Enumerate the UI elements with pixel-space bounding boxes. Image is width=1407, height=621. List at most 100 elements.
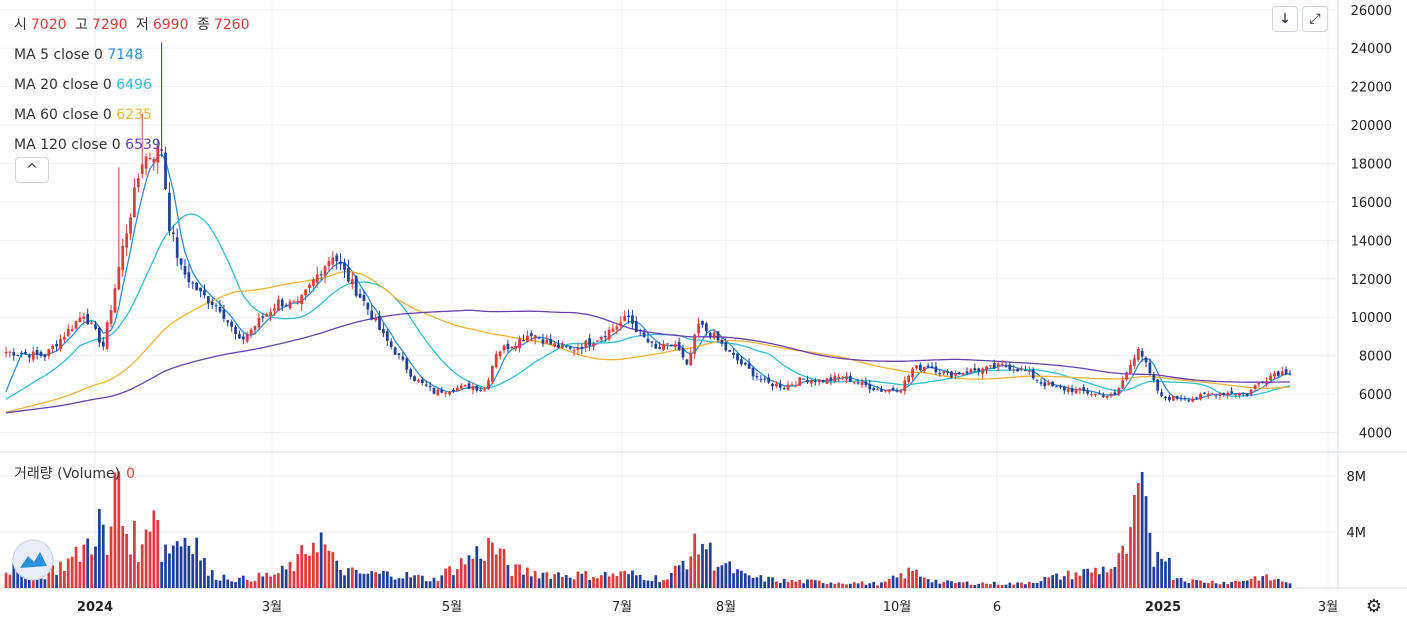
candle-body xyxy=(856,382,860,384)
candle-body xyxy=(743,362,747,365)
candle-body xyxy=(1191,398,1195,402)
candle-body xyxy=(736,353,739,361)
price-tick-label: 4000 xyxy=(1359,427,1392,442)
tradingview-logo-badge xyxy=(12,539,54,581)
volume-bar xyxy=(965,581,969,588)
volume-bar xyxy=(1226,583,1230,588)
volume-bar xyxy=(1269,580,1272,588)
volume-bar xyxy=(837,582,841,588)
volume-bar xyxy=(537,578,541,588)
volume-bar xyxy=(895,577,899,588)
volume-bar xyxy=(1070,579,1074,588)
candle-body xyxy=(312,279,315,286)
candle-body xyxy=(681,348,685,358)
candle-body xyxy=(1199,393,1202,400)
candle-body xyxy=(498,351,502,357)
download-button[interactable]: ↓ xyxy=(1272,6,1298,32)
volume-bar xyxy=(471,558,475,588)
candle-body xyxy=(724,342,728,351)
time-tick-label: 6 xyxy=(993,600,1001,615)
fullscreen-button[interactable]: ⤢ xyxy=(1302,6,1328,32)
volume-bar xyxy=(1113,566,1117,588)
volume-bar xyxy=(1129,527,1132,588)
candle-body xyxy=(977,368,981,372)
ma60-legend[interactable]: MA 60 close 0 6235 xyxy=(14,100,253,130)
candle-body xyxy=(627,315,630,317)
candle-body xyxy=(1012,369,1016,371)
candle-body xyxy=(125,233,128,248)
ma120-legend[interactable]: MA 120 close 0 6539 xyxy=(14,130,253,160)
volume-bar xyxy=(701,543,704,588)
volume-bar xyxy=(989,584,992,588)
volume-bar xyxy=(1191,579,1195,588)
volume-bar xyxy=(1175,578,1179,588)
settings-button[interactable]: ⚙ xyxy=(1362,594,1386,618)
volume-bar xyxy=(1051,575,1055,588)
volume-bar xyxy=(996,584,1000,588)
candle-body xyxy=(98,327,101,343)
candle-body xyxy=(144,156,148,169)
volume-bar xyxy=(1055,573,1058,588)
volume-bar xyxy=(728,561,732,588)
candle-body xyxy=(1047,382,1051,386)
collapse-legend-button[interactable]: ^ xyxy=(15,157,49,183)
candle-body xyxy=(666,343,669,345)
volume-bar xyxy=(946,580,949,588)
price-tick-label: 24000 xyxy=(1351,42,1392,57)
candle-body xyxy=(448,391,451,395)
candle-body xyxy=(654,343,658,349)
candle-body xyxy=(973,368,977,371)
volume-bar xyxy=(631,570,634,588)
volume-bar xyxy=(1206,583,1210,588)
candle-body xyxy=(545,339,549,344)
volume-bar xyxy=(393,579,397,588)
ohlc-legend: 시 7020 고 7290 저 6990 종 7260 xyxy=(14,10,253,40)
candle-body xyxy=(755,376,759,378)
candle-body xyxy=(1094,393,1097,396)
candle-body xyxy=(191,282,195,284)
ma20-legend[interactable]: MA 20 close 0 6496 xyxy=(14,70,253,100)
low-value: 6990 xyxy=(152,17,189,33)
volume-bar xyxy=(133,520,136,588)
volume-bar xyxy=(4,572,8,588)
candle-body xyxy=(1164,396,1167,399)
volume-bar xyxy=(592,576,595,588)
candle-body xyxy=(1055,386,1058,388)
candle-body xyxy=(1078,388,1082,391)
close-label: 종 xyxy=(196,17,210,33)
ma120-label: MA 120 close 0 xyxy=(14,137,121,153)
candle-body xyxy=(1140,350,1144,357)
candle-body xyxy=(510,346,514,349)
candle-body xyxy=(599,337,603,340)
volume-bar xyxy=(611,573,615,588)
volume-bar xyxy=(689,556,693,588)
candle-body xyxy=(1269,375,1272,381)
candle-body xyxy=(475,385,479,391)
candle-body xyxy=(829,377,833,381)
volume-bar xyxy=(1187,583,1191,588)
candle-body xyxy=(634,321,638,333)
candle-body xyxy=(638,330,642,332)
volume-bar xyxy=(786,581,790,588)
volume-bar xyxy=(1210,580,1214,588)
volume-bar xyxy=(708,542,712,588)
volume-bar xyxy=(378,573,381,588)
ma5-legend[interactable]: MA 5 close 0 7148 xyxy=(14,40,253,70)
volume-bar xyxy=(436,581,440,588)
candle-body xyxy=(362,294,366,301)
volume-bar xyxy=(241,575,245,588)
volume-bar xyxy=(1082,569,1086,588)
volume-bar xyxy=(646,580,650,588)
volume-bar xyxy=(1144,496,1148,588)
candle-body xyxy=(358,293,362,298)
candle-body xyxy=(607,329,611,340)
candle-body xyxy=(1175,396,1179,399)
volume-bar xyxy=(1265,574,1269,588)
volume-bar xyxy=(899,573,903,588)
candle-body xyxy=(1008,364,1012,370)
candle-body xyxy=(1234,394,1237,396)
candle-body xyxy=(806,380,809,383)
volume-bar xyxy=(448,566,451,588)
